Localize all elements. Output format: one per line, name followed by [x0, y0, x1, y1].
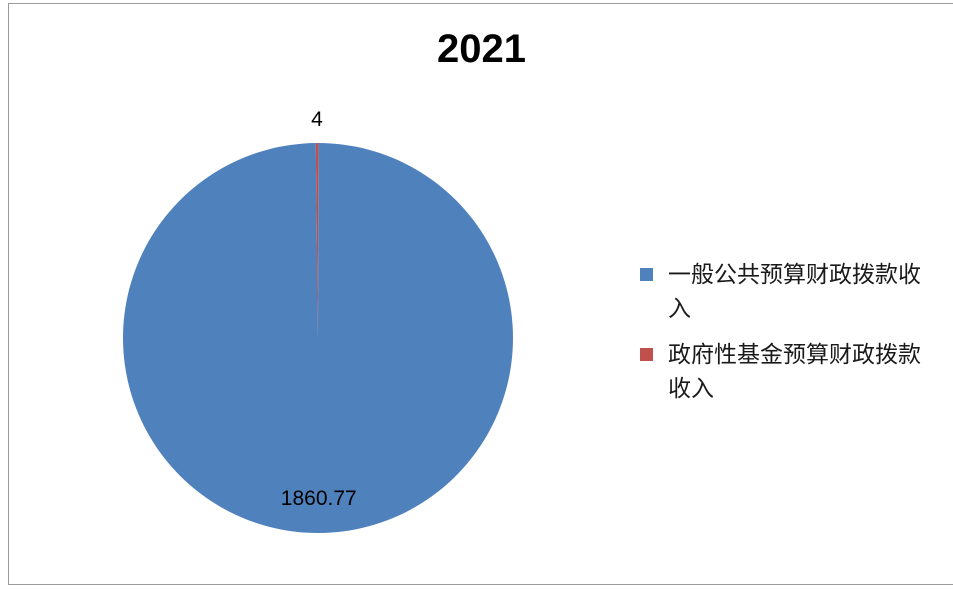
pie-slice-government-fund [315, 143, 319, 338]
legend-swatch-general-budget [640, 268, 653, 281]
legend-label-general-budget: 一般公共预算财政拨款收入 [668, 262, 921, 322]
legend: 一般公共预算财政拨款收入 政府性基金预算财政拨款收入 [640, 258, 940, 418]
legend-label-government-fund: 政府性基金预算财政拨款收入 [668, 342, 921, 402]
legend-item-general-budget: 一般公共预算财政拨款收入 [640, 258, 940, 326]
data-label-government-fund: 4 [311, 108, 323, 131]
legend-item-government-fund: 政府性基金预算财政拨款收入 [640, 338, 940, 406]
chart-title: 2021 [437, 27, 526, 71]
pie-slice-general-budget [123, 143, 514, 533]
data-label-general-budget: 1860.77 [281, 487, 357, 510]
legend-swatch-government-fund [640, 348, 653, 361]
